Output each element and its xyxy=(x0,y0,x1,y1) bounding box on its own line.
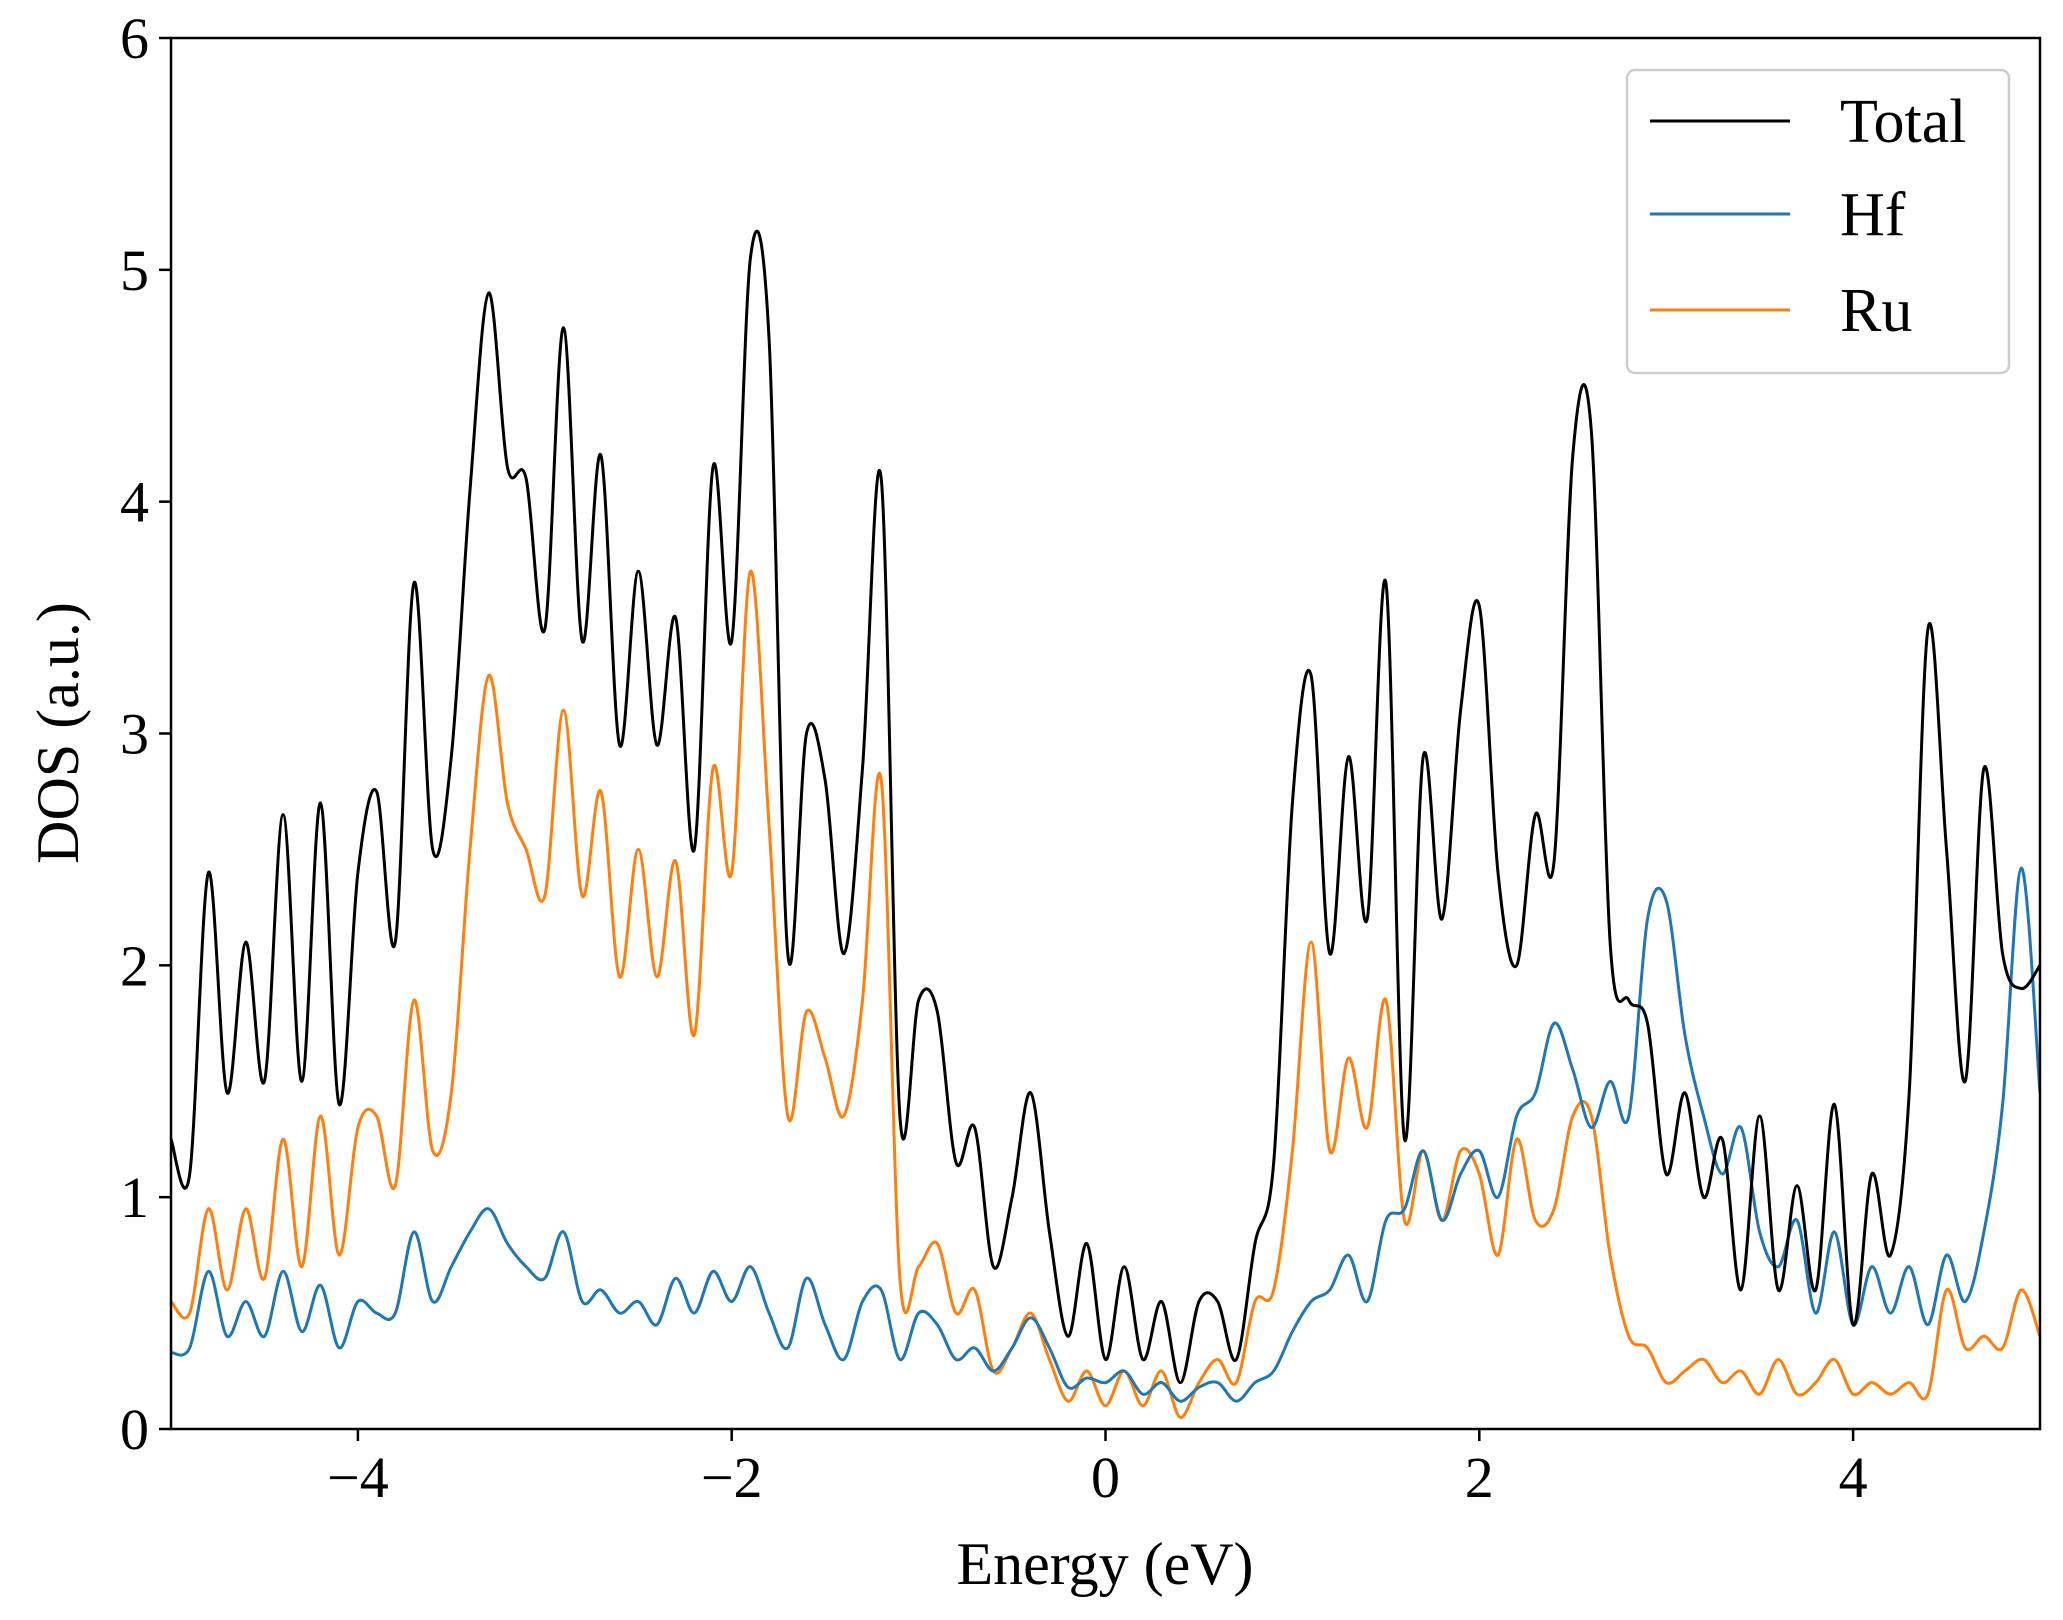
x-axis: −4 −2 0 2 4 xyxy=(327,1429,1868,1510)
y-tick-label: 1 xyxy=(120,1165,149,1230)
series-layer xyxy=(171,229,2040,1419)
legend: Total Hf Ru xyxy=(1625,68,2011,375)
legend-label-ru: Ru xyxy=(1840,277,1912,345)
series-line-hf xyxy=(171,866,2040,1403)
y-tick-label: 2 xyxy=(120,933,149,998)
y-tick-label: 6 xyxy=(120,6,149,71)
y-tick-label: 0 xyxy=(120,1397,149,1462)
x-tick-label: 4 xyxy=(1839,1445,1868,1510)
y-axis-title: DOS (a.u.) xyxy=(25,602,91,864)
x-tick-label: −4 xyxy=(327,1445,389,1510)
y-tick-label: 4 xyxy=(120,470,149,535)
legend-label-hf: Hf xyxy=(1840,181,1906,249)
y-tick-label: 3 xyxy=(120,702,149,767)
x-tick-label: 2 xyxy=(1465,1445,1494,1510)
series-line-ru xyxy=(171,569,2040,1419)
legend-label-total: Total xyxy=(1840,88,1967,156)
x-tick-label: −2 xyxy=(701,1445,763,1510)
series-line-total xyxy=(171,229,2040,1385)
x-axis-title: Energy (eV) xyxy=(956,1531,1253,1597)
legend-frame xyxy=(1625,68,2011,375)
y-tick-label: 5 xyxy=(120,238,149,303)
x-tick-label: 0 xyxy=(1091,1445,1120,1510)
y-axis: 0 1 2 3 4 5 6 xyxy=(120,6,171,1462)
